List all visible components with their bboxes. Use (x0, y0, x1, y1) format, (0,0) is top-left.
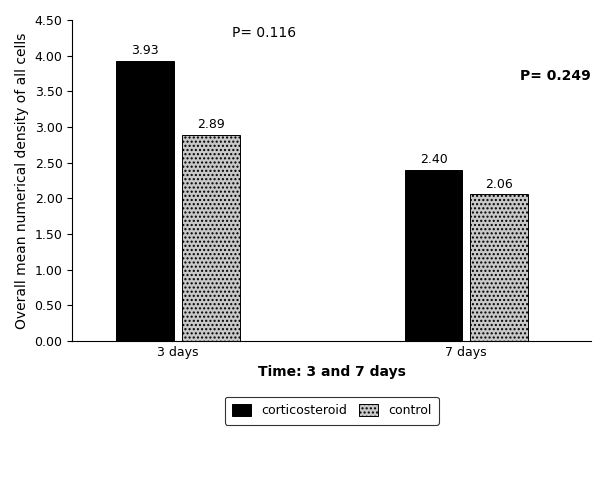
X-axis label: Time: 3 and 7 days: Time: 3 and 7 days (258, 365, 406, 379)
Text: P= 0.249: P= 0.249 (520, 69, 591, 83)
Text: 3.93: 3.93 (132, 44, 159, 57)
Text: 2.40: 2.40 (420, 153, 447, 166)
Bar (470, 194, 528, 341)
Bar (182, 135, 239, 341)
Bar (405, 170, 463, 341)
Legend: corticosteroid, control: corticosteroid, control (225, 397, 439, 425)
Text: 2.89: 2.89 (197, 118, 225, 131)
Text: P= 0.116: P= 0.116 (232, 26, 296, 40)
Text: 2.06: 2.06 (485, 178, 513, 191)
Bar (116, 61, 174, 341)
Y-axis label: Overall mean numerical density of all cells: Overall mean numerical density of all ce… (15, 32, 29, 329)
